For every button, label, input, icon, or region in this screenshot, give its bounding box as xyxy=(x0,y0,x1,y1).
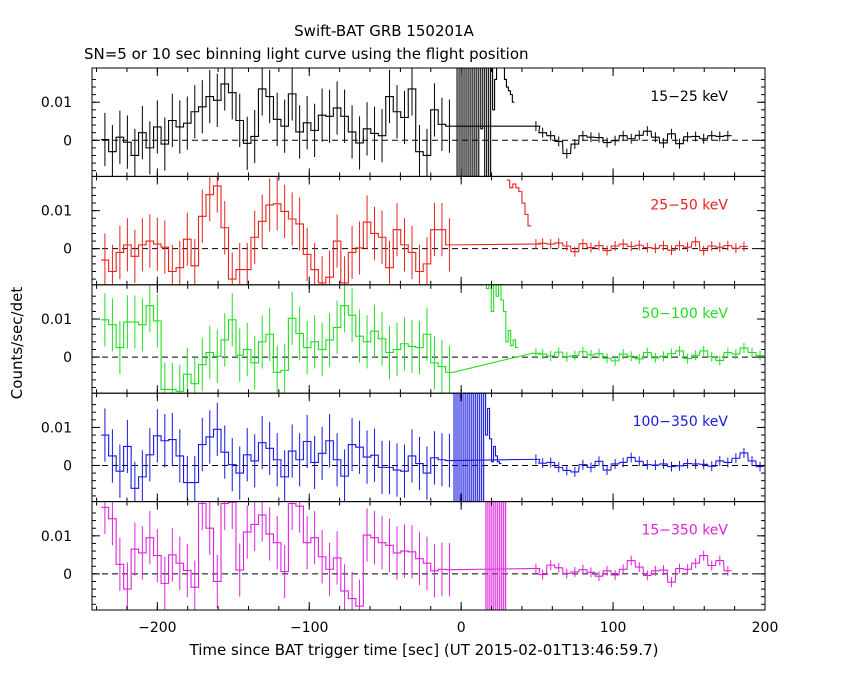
panel-frame xyxy=(91,67,766,177)
x-tick-label: 200 xyxy=(752,620,779,636)
x-tick-label: 0 xyxy=(457,620,466,636)
y-tick-label: 0 xyxy=(63,242,72,258)
panel-frame xyxy=(91,284,766,394)
y-tick-label: 0.01 xyxy=(41,204,72,220)
y-tick-label: 0.01 xyxy=(41,420,72,436)
y-tick-label: 0 xyxy=(63,350,72,366)
burst-step-line xyxy=(483,284,518,349)
panel-frame xyxy=(91,392,766,503)
panel-energy-label: 25−50 keV xyxy=(650,197,728,213)
y-tick-label: 0.01 xyxy=(41,529,72,545)
y-tick-label: 0 xyxy=(63,133,72,149)
panel-energy-label: 100−350 keV xyxy=(633,414,729,430)
panel-0: 0 0.01 15−25 keV xyxy=(41,67,766,177)
panel-energy-label: 15−25 keV xyxy=(650,89,728,105)
x-axis-label: Time since BAT trigger time [sec] (UT 20… xyxy=(189,641,659,659)
burst-step-line xyxy=(506,179,532,227)
panel-frame xyxy=(91,175,766,286)
panel-energy-label: 50−100 keV xyxy=(641,306,728,322)
y-tick-label: 0.01 xyxy=(41,312,72,328)
chart-title: Swift-BAT GRB 150201A xyxy=(294,22,474,40)
y-tick-label: 0 xyxy=(63,458,72,474)
burst-step-line xyxy=(455,67,515,177)
burst-step-line xyxy=(452,392,502,503)
panel-frame xyxy=(91,501,766,611)
x-tick-label: −200 xyxy=(138,620,176,636)
x-tick-label: 100 xyxy=(600,620,627,636)
panels-group: 0 0.01 15−25 keV 0 0.01 25−50 keV 0 0.01 50−100 … xyxy=(41,67,779,636)
chart-subtitle: SN=5 or 10 sec binning light curve using… xyxy=(84,45,529,63)
panel-2: 0 0.01 50−100 keV xyxy=(41,284,766,394)
panel-1: 0 0.01 25−50 keV xyxy=(41,175,766,286)
y-axis-label: Counts/sec/det xyxy=(8,287,26,400)
series-step-line xyxy=(101,83,732,157)
series-step-line xyxy=(101,428,764,489)
panel-3: 0 0.01 100−350 keV xyxy=(41,392,766,503)
panel-energy-label: 15−350 keV xyxy=(641,523,728,539)
series-step-line xyxy=(101,501,732,607)
y-tick-label: 0 xyxy=(63,567,72,583)
panel-4: 0 0.01 15−350 keV xyxy=(41,501,766,611)
y-tick-label: 0.01 xyxy=(41,95,72,111)
series-step-line xyxy=(101,305,764,392)
x-tick-label: −100 xyxy=(290,620,328,636)
burst-step-line xyxy=(483,501,508,611)
